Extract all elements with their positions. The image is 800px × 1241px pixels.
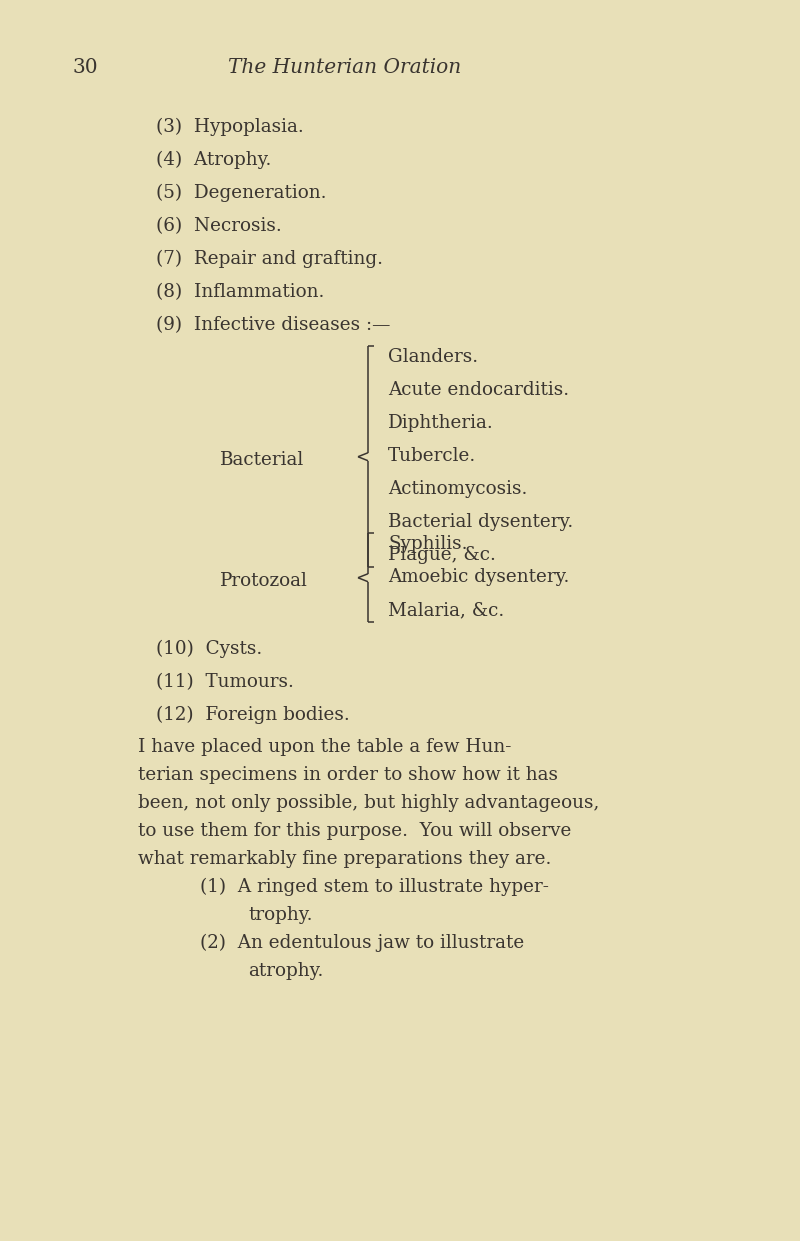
Text: (10)  Cysts.: (10) Cysts. xyxy=(156,640,262,658)
Text: Protozoal: Protozoal xyxy=(220,572,308,591)
Text: Bacterial dysentery.: Bacterial dysentery. xyxy=(388,513,574,531)
Text: The Hunterian Oration: The Hunterian Oration xyxy=(228,58,462,77)
Text: (7)  Repair and grafting.: (7) Repair and grafting. xyxy=(156,249,383,268)
Text: (8)  Inflammation.: (8) Inflammation. xyxy=(156,283,324,302)
Text: been, not only possible, but highly advantageous,: been, not only possible, but highly adva… xyxy=(138,794,599,812)
Text: (4)  Atrophy.: (4) Atrophy. xyxy=(156,151,271,169)
Text: (11)  Tumours.: (11) Tumours. xyxy=(156,673,294,691)
Text: (6)  Necrosis.: (6) Necrosis. xyxy=(156,217,282,235)
Text: (5)  Degeneration.: (5) Degeneration. xyxy=(156,184,326,202)
Text: Acute endocarditis.: Acute endocarditis. xyxy=(388,381,569,400)
Text: (2)  An edentulous jaw to illustrate: (2) An edentulous jaw to illustrate xyxy=(200,934,524,952)
Text: to use them for this purpose.  You will observe: to use them for this purpose. You will o… xyxy=(138,822,571,840)
Text: (3)  Hypoplasia.: (3) Hypoplasia. xyxy=(156,118,304,137)
Text: Glanders.: Glanders. xyxy=(388,347,478,366)
Text: Malaria, &c.: Malaria, &c. xyxy=(388,601,504,619)
Text: Bacterial: Bacterial xyxy=(220,452,304,469)
Text: (9)  Infective diseases :—: (9) Infective diseases :— xyxy=(156,316,390,334)
Text: Syphilis.: Syphilis. xyxy=(388,535,467,553)
Text: Diphtheria.: Diphtheria. xyxy=(388,414,494,432)
Text: Amoebic dysentery.: Amoebic dysentery. xyxy=(388,568,570,586)
Text: Actinomycosis.: Actinomycosis. xyxy=(388,480,527,498)
Text: (12)  Foreign bodies.: (12) Foreign bodies. xyxy=(156,706,350,725)
Text: what remarkably fine preparations they are.: what remarkably fine preparations they a… xyxy=(138,850,551,867)
Text: atrophy.: atrophy. xyxy=(248,962,323,980)
Text: (1)  A ringed stem to illustrate hyper-: (1) A ringed stem to illustrate hyper- xyxy=(200,877,549,896)
Text: I have placed upon the table a few Hun-: I have placed upon the table a few Hun- xyxy=(138,738,511,756)
Text: Tubercle.: Tubercle. xyxy=(388,447,476,465)
Text: trophy.: trophy. xyxy=(248,906,313,925)
Text: Plague, &c.: Plague, &c. xyxy=(388,546,496,563)
Text: terian specimens in order to show how it has: terian specimens in order to show how it… xyxy=(138,766,558,784)
Text: 30: 30 xyxy=(72,58,98,77)
